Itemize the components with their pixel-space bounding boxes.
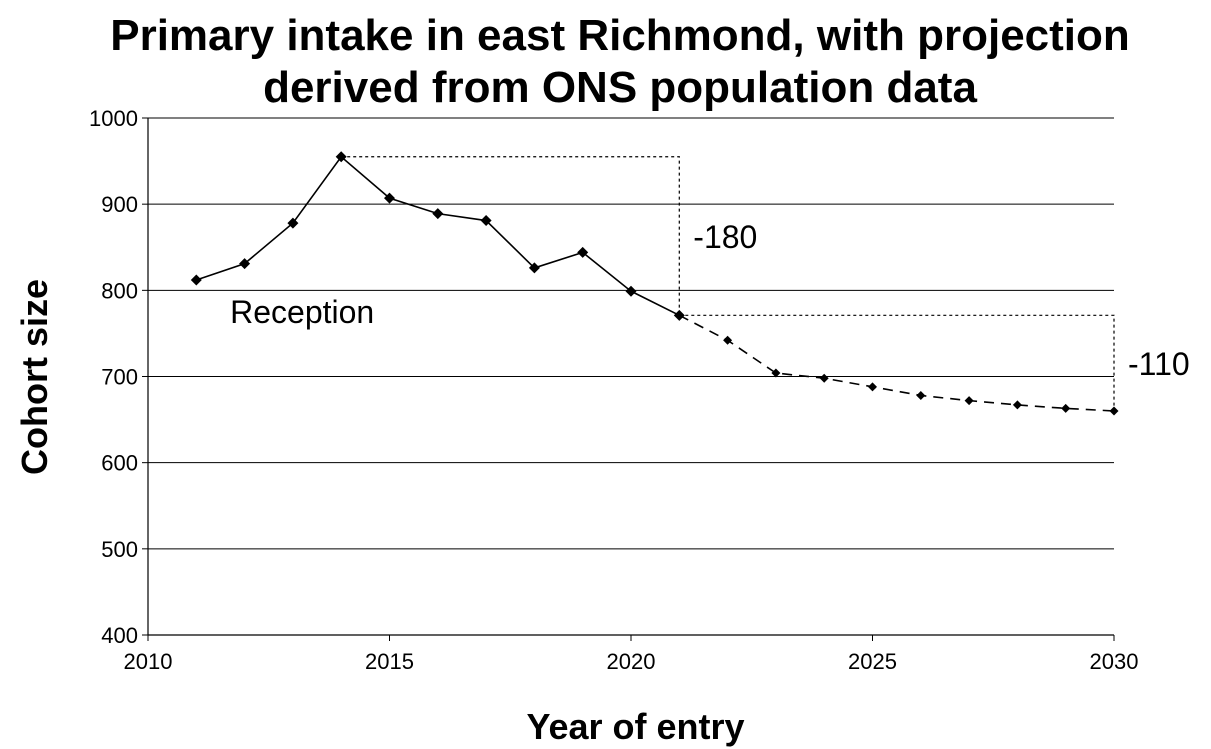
data-point-2011 xyxy=(190,274,202,286)
annotation-label-0: Reception xyxy=(230,294,374,330)
annotation-bracket-1 xyxy=(341,156,680,316)
y-tick-label-600: 600 xyxy=(101,451,138,476)
data-point-2029 xyxy=(1061,403,1071,413)
series-line-solid xyxy=(196,155,680,317)
data-point-2025 xyxy=(868,382,877,392)
annotation-label-2: -110 xyxy=(1128,346,1190,382)
data-point-2018 xyxy=(528,262,540,274)
x-tick-label-2010: 2010 xyxy=(124,649,173,674)
data-point-2027 xyxy=(964,396,974,406)
data-point-2014 xyxy=(335,151,347,163)
data-point-2012 xyxy=(239,258,251,270)
annotation-bracket-2 xyxy=(679,314,1115,411)
data-point-2013 xyxy=(287,217,299,229)
y-tick-label-800: 800 xyxy=(101,278,138,303)
chart-title-line-1: Primary intake in east Richmond, with pr… xyxy=(110,11,1130,60)
annotation-label-1: -180 xyxy=(693,219,757,255)
chart-title-line-2: derived from ONS population data xyxy=(263,63,977,112)
x-axis-label: Year of entry xyxy=(526,706,745,747)
y-tick-label-500: 500 xyxy=(101,537,138,562)
data-point-2024 xyxy=(819,373,829,383)
y-axis-label: Cohort size xyxy=(14,278,55,476)
data-point-2026 xyxy=(916,390,926,400)
data-point-2028 xyxy=(1012,400,1022,410)
y-tick-label-1000: 1000 xyxy=(89,106,138,131)
data-point-2017 xyxy=(480,215,492,227)
data-point-2019 xyxy=(577,246,589,258)
data-point-2020 xyxy=(625,285,637,297)
data-point-2016 xyxy=(432,208,444,220)
x-tick-label-2020: 2020 xyxy=(607,649,656,674)
data-point-2023 xyxy=(771,368,781,378)
series-line-dashed xyxy=(678,314,1115,412)
y-tick-label-900: 900 xyxy=(101,192,138,217)
x-tick-label-2030: 2030 xyxy=(1090,649,1139,674)
x-tick-label-2015: 2015 xyxy=(365,649,414,674)
data-point-2022 xyxy=(723,335,733,345)
y-tick-label-400: 400 xyxy=(101,623,138,648)
data-point-2015 xyxy=(384,192,395,204)
data-point-2030 xyxy=(1109,406,1119,416)
y-tick-label-700: 700 xyxy=(101,365,138,390)
x-tick-label-2025: 2025 xyxy=(848,649,897,674)
